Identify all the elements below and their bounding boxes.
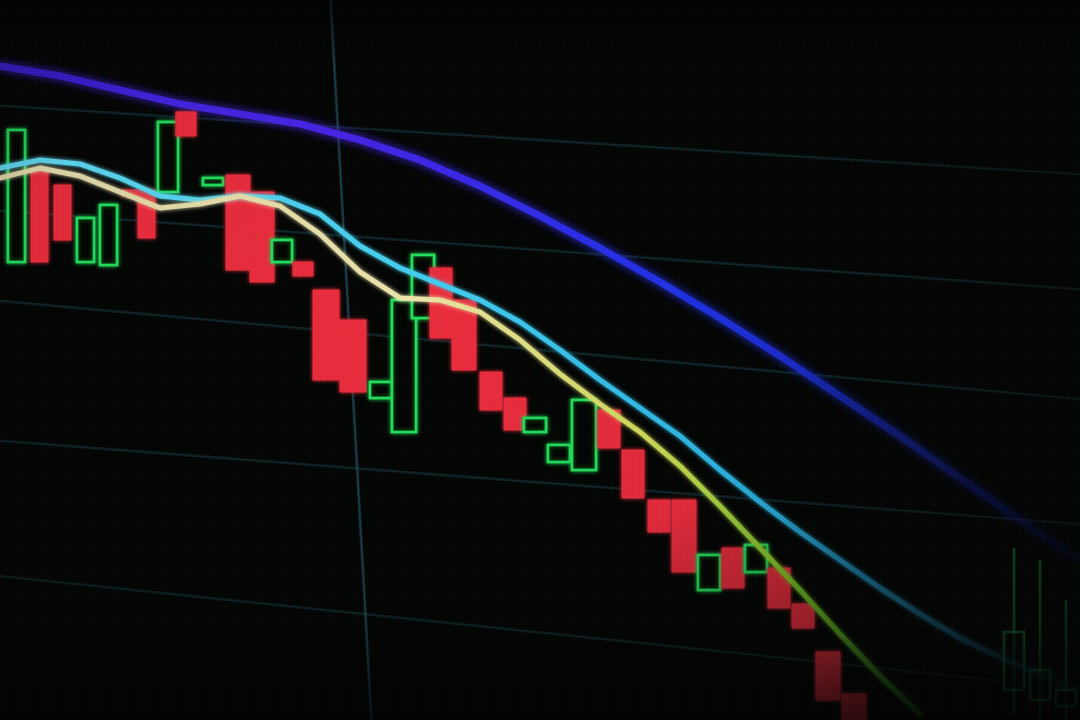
candle-body-bear bbox=[621, 449, 645, 499]
candle-body-bull bbox=[98, 203, 119, 267]
candle-body-bear bbox=[479, 371, 503, 411]
candle-body-bull bbox=[570, 398, 598, 472]
candle-body-bear bbox=[30, 169, 49, 263]
candle-body-bear bbox=[671, 499, 697, 573]
candle-body-bull bbox=[270, 238, 294, 264]
candlestick[interactable] bbox=[6, 112, 27, 285]
candle-body-bear bbox=[53, 184, 72, 241]
candle-body-bull bbox=[368, 380, 396, 400]
candle-body-bull bbox=[696, 553, 722, 592]
candle-body-bear bbox=[721, 547, 745, 589]
candle-body-bear bbox=[339, 319, 367, 393]
candle-body-bull bbox=[201, 176, 225, 187]
candlestick[interactable] bbox=[312, 282, 340, 392]
candle-body-bull bbox=[522, 416, 548, 434]
candle-body-bear bbox=[175, 111, 197, 137]
candle-body-bear bbox=[137, 189, 156, 239]
candle-body-bull bbox=[1054, 688, 1078, 708]
candle-body-bull bbox=[75, 216, 96, 264]
candle-body-bear bbox=[292, 261, 314, 277]
candle-body-bear bbox=[225, 174, 251, 271]
candle-body-bear bbox=[791, 603, 815, 629]
candle-body-bull bbox=[546, 443, 572, 464]
candle-body-bull bbox=[6, 128, 27, 264]
candle-body-bear bbox=[841, 693, 867, 720]
candle-body-bear bbox=[312, 289, 340, 381]
candlestick[interactable] bbox=[339, 308, 367, 400]
candle-body-bear bbox=[815, 651, 841, 701]
candle-body-bear bbox=[647, 499, 671, 533]
candle-body-bull bbox=[156, 120, 180, 194]
candle-body-bull bbox=[390, 298, 418, 434]
